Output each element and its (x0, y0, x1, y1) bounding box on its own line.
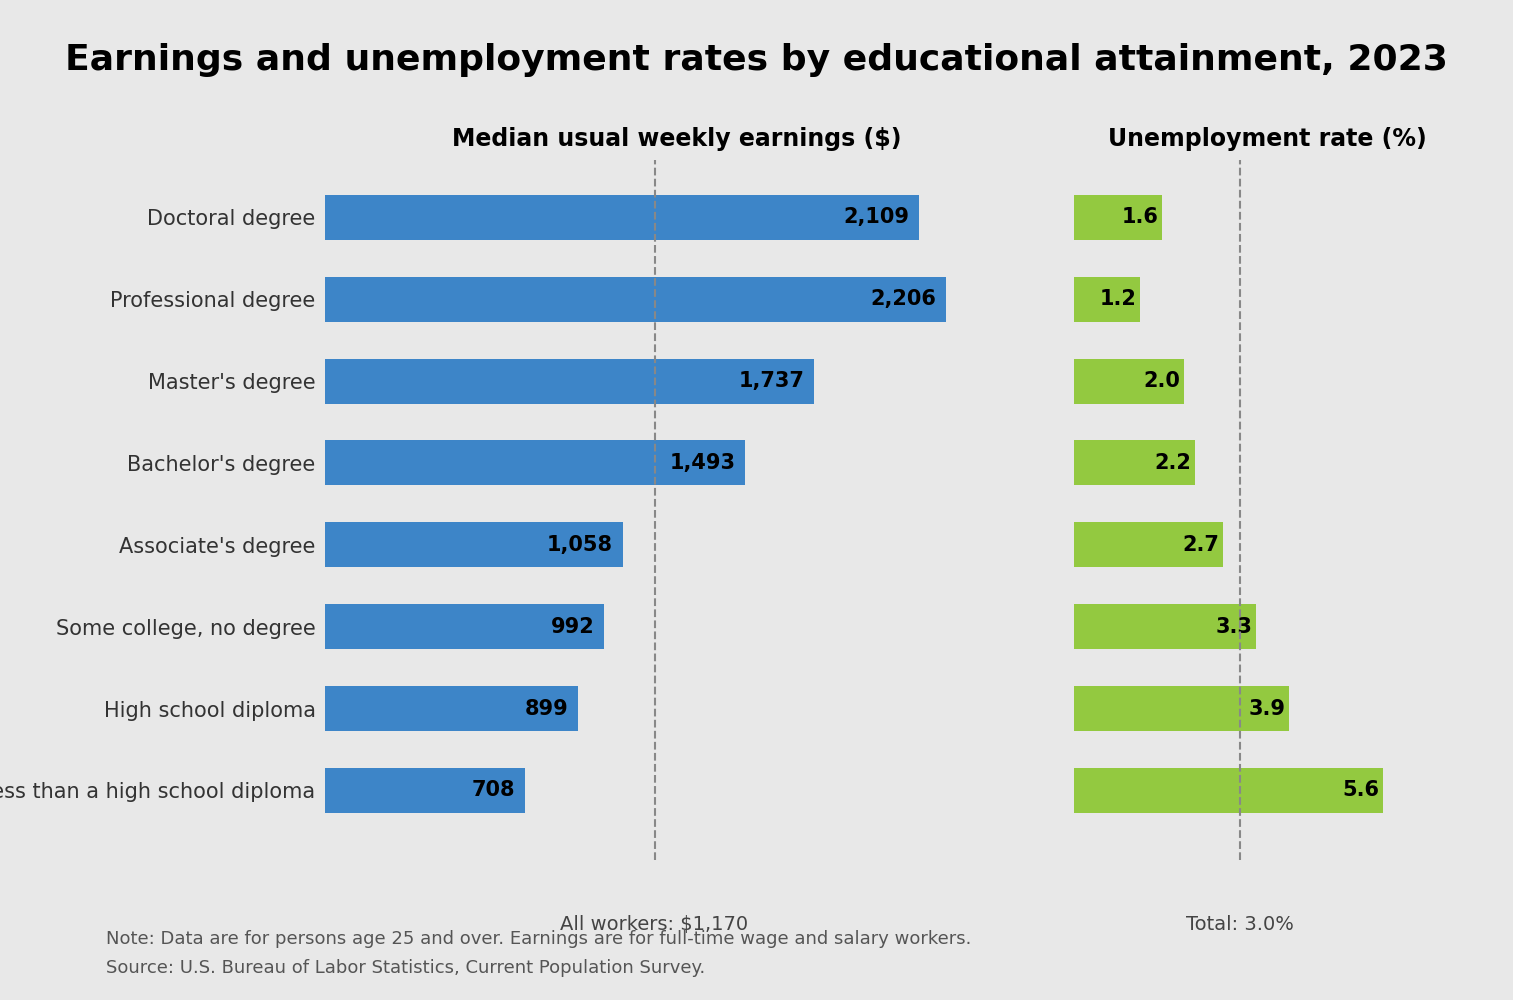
Bar (1074, 686, 1289, 731)
Text: 1.2: 1.2 (1100, 289, 1136, 309)
Bar (325, 359, 814, 404)
Bar (325, 768, 525, 813)
Text: 708: 708 (471, 780, 514, 800)
Bar (325, 440, 746, 485)
Bar (1074, 604, 1256, 649)
Text: 1.6: 1.6 (1121, 207, 1159, 227)
Text: All workers: $1,170: All workers: $1,170 (560, 915, 749, 934)
Text: Earnings and unemployment rates by educational attainment, 2023: Earnings and unemployment rates by educa… (65, 43, 1448, 77)
Bar (325, 522, 623, 567)
Bar (1074, 277, 1141, 322)
Text: 899: 899 (525, 699, 569, 719)
Text: 3.3: 3.3 (1215, 617, 1253, 637)
Bar (1074, 359, 1185, 404)
Text: 2.0: 2.0 (1144, 371, 1180, 391)
Title: Unemployment rate (%): Unemployment rate (%) (1108, 127, 1427, 151)
Text: 2.2: 2.2 (1154, 453, 1192, 473)
Text: 5.6: 5.6 (1342, 780, 1378, 800)
Text: 2,109: 2,109 (843, 207, 909, 227)
Text: 1,737: 1,737 (738, 371, 805, 391)
Text: 1,058: 1,058 (548, 535, 613, 555)
Text: Total: 3.0%: Total: 3.0% (1186, 915, 1294, 934)
Text: Note: Data are for persons age 25 and over. Earnings are for full-time wage and : Note: Data are for persons age 25 and ov… (106, 930, 971, 977)
Text: 1,493: 1,493 (670, 453, 735, 473)
Bar (325, 686, 578, 731)
Bar (325, 277, 946, 322)
Bar (1074, 440, 1195, 485)
Bar (1074, 195, 1162, 240)
Bar (1074, 768, 1383, 813)
Bar (1074, 522, 1223, 567)
Bar (325, 195, 918, 240)
Text: 992: 992 (551, 617, 595, 637)
Text: 2,206: 2,206 (870, 289, 937, 309)
Text: 3.9: 3.9 (1248, 699, 1286, 719)
Bar (325, 604, 605, 649)
Title: Median usual weekly earnings ($): Median usual weekly earnings ($) (452, 127, 902, 151)
Text: 2.7: 2.7 (1182, 535, 1219, 555)
